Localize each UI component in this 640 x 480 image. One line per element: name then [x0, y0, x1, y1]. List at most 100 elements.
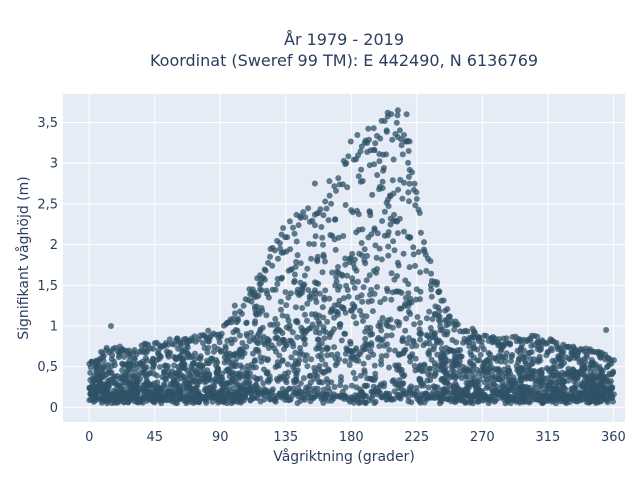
data-point — [126, 358, 133, 365]
data-point — [177, 371, 184, 378]
data-point — [98, 399, 105, 406]
data-point — [273, 394, 280, 401]
data-point — [601, 389, 608, 395]
x-tick-label: 135 — [273, 430, 298, 445]
data-point — [149, 365, 156, 372]
data-point — [376, 158, 383, 165]
data-point — [374, 230, 381, 237]
data-point — [295, 222, 302, 229]
data-point — [234, 327, 241, 334]
data-point — [331, 183, 338, 190]
data-point — [349, 348, 355, 355]
data-point — [291, 271, 298, 278]
data-point — [205, 327, 212, 334]
data-point — [335, 234, 342, 241]
x-tick-label: 0 — [85, 430, 93, 445]
data-point — [421, 367, 428, 374]
data-point — [318, 224, 325, 230]
data-point — [444, 388, 451, 395]
data-point — [120, 379, 127, 386]
data-point — [367, 291, 373, 298]
data-point — [335, 175, 342, 182]
data-point — [565, 370, 572, 377]
data-point — [272, 364, 279, 370]
data-point — [107, 391, 114, 398]
y-axis-label: Signifikant våghöjd (m) — [15, 176, 32, 339]
data-point — [304, 300, 311, 307]
data-point — [527, 337, 534, 344]
data-point — [276, 240, 283, 247]
data-point — [263, 312, 270, 319]
data-point — [582, 359, 589, 366]
data-point — [599, 382, 606, 388]
data-point — [353, 320, 360, 327]
data-point — [547, 373, 554, 380]
data-point — [237, 346, 244, 353]
data-point — [591, 377, 598, 384]
data-point — [364, 341, 370, 348]
data-point — [299, 305, 306, 311]
data-point — [341, 330, 348, 337]
data-point — [402, 138, 409, 145]
data-point — [143, 364, 150, 371]
data-point — [197, 368, 204, 375]
data-point — [298, 388, 304, 395]
data-point — [315, 336, 322, 343]
x-tick-label: 90 — [212, 430, 229, 445]
data-point — [390, 238, 397, 245]
data-point — [300, 336, 307, 343]
data-point — [302, 341, 308, 348]
data-point — [262, 267, 269, 274]
chart-title-line2: Koordinat (Sweref 99 TM): E 442490, N 61… — [150, 51, 538, 70]
data-point — [571, 384, 578, 391]
data-point — [550, 338, 557, 345]
data-point — [377, 135, 384, 142]
data-point — [573, 376, 580, 383]
data-point — [322, 287, 329, 294]
data-point — [393, 381, 400, 388]
data-point — [359, 298, 366, 305]
data-point — [417, 319, 423, 326]
data-point — [483, 384, 490, 391]
data-point — [394, 259, 401, 266]
data-point — [425, 384, 432, 391]
data-point — [483, 332, 490, 339]
data-point — [600, 374, 607, 381]
data-point — [280, 225, 287, 231]
data-point — [312, 233, 319, 240]
data-point — [507, 340, 514, 347]
data-point — [525, 350, 532, 357]
data-point — [412, 296, 419, 303]
data-point — [555, 379, 562, 386]
data-point — [297, 214, 304, 221]
data-point — [381, 118, 388, 124]
data-point — [133, 390, 140, 397]
data-point — [362, 335, 369, 342]
data-point — [385, 252, 392, 259]
data-point — [391, 211, 397, 218]
data-point — [223, 396, 230, 403]
data-point — [114, 399, 121, 406]
data-point — [463, 373, 470, 380]
data-point — [297, 279, 304, 286]
data-point — [156, 389, 163, 396]
data-point — [301, 396, 308, 403]
data-point — [611, 357, 617, 364]
data-point — [371, 267, 377, 274]
data-point — [353, 384, 360, 391]
data-point — [383, 332, 390, 339]
data-point — [179, 348, 186, 355]
data-point — [432, 371, 439, 378]
data-point — [335, 264, 341, 270]
y-tick-label: 0,5 — [37, 360, 58, 375]
data-point — [405, 290, 412, 297]
x-tick-label: 270 — [470, 430, 495, 445]
data-point — [417, 229, 424, 236]
data-point — [579, 396, 586, 403]
data-point — [582, 372, 588, 379]
data-point — [309, 321, 316, 328]
data-point — [385, 243, 392, 250]
data-point — [265, 294, 272, 301]
data-point — [223, 367, 230, 374]
